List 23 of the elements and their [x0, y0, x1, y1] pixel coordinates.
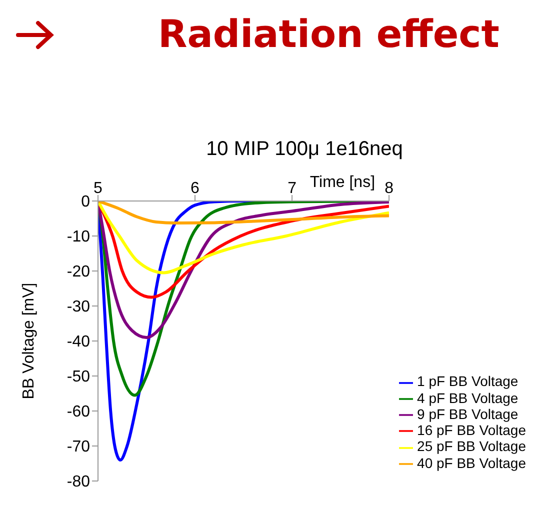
y-tick-label: -40 — [66, 334, 90, 351]
y-tick-label: -30 — [66, 298, 90, 316]
legend-label: 9 pF BB Voltage — [417, 406, 518, 422]
legend-label: 16 pF BB Voltage — [417, 422, 526, 438]
legend-label: 40 pF BB Voltage — [417, 454, 526, 471]
y-tick-label: -60 — [66, 404, 90, 421]
y-tick-label: -10 — [66, 228, 90, 246]
chart-subtitle: 10 MIP 100μ 1e16neq — [205, 138, 404, 161]
legend-label: 4 pF BB Voltage — [417, 390, 518, 406]
y-tick-label: -20 — [66, 264, 90, 281]
x-tick-label: 8 — [384, 180, 394, 197]
legend-label: 1 pF BB Voltage — [417, 373, 518, 390]
y-tick-label: -80 — [66, 474, 90, 491]
y-tick-label: 0 — [81, 194, 90, 211]
x-tick-label: 5 — [94, 180, 103, 197]
x-tick-label: 7 — [288, 180, 297, 197]
y-tick-label: -70 — [66, 438, 90, 456]
x-tick-label: 6 — [190, 180, 200, 197]
y-tick-label: -50 — [66, 368, 90, 386]
x-axis-title: Time [ns] — [310, 174, 376, 191]
y-axis-title: BB Voltage [mV] — [20, 282, 38, 400]
chart-title: Radiation effect — [158, 12, 500, 56]
legend-label: 25 pF BB Voltage — [417, 438, 526, 454]
